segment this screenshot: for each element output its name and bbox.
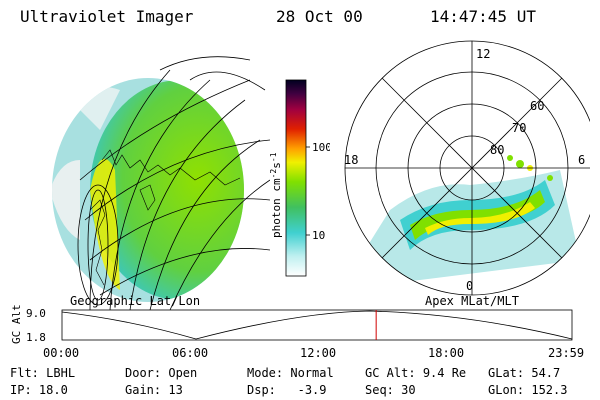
glon-status: GLon: 152.3 — [488, 383, 568, 397]
date-label: 28 Oct 00 — [276, 7, 363, 26]
glat-status: GLat: 54.7 — [488, 366, 561, 380]
timeline-tick-0000: 00:00 — [43, 346, 80, 360]
timeline-tick-1200: 12:00 — [300, 346, 337, 360]
geographic-label: Geographic Lat/Lon — [70, 294, 201, 308]
mlat-60-label: 60 — [530, 99, 544, 113]
timeline-ylabel: GC Alt — [10, 304, 23, 344]
filter-status: Flt: LBHL — [10, 366, 76, 380]
altitude-timeline: GC Alt 9.0 1.8 — [10, 304, 573, 344]
gain-status: Gain: 13 — [125, 383, 183, 397]
timeline-tick-2359: 23:59 — [548, 346, 585, 360]
colorbar-tick-100: 100 — [312, 141, 330, 154]
seq-status: Seq: 30 — [365, 383, 416, 397]
colorbar-unit-label: photon cm — [270, 178, 283, 238]
colorbar-unit-exp1: -2 — [270, 169, 278, 179]
color-scale-bar: 100 10 photon cm-2s-1 — [270, 79, 330, 277]
apex-label: Apex MLat/MLT — [425, 294, 519, 308]
ip-status: IP: 18.0 — [10, 383, 68, 397]
mode-status: Mode: Normal — [247, 366, 334, 380]
svg-text:photon cm-2s-1: photon cm-2s-1 — [270, 152, 283, 238]
mlat-80-label: 80 — [490, 143, 504, 157]
mlt-6-label: 6 — [578, 153, 585, 167]
colorbar-unit-s: s — [270, 162, 283, 169]
mlt-18-label: 18 — [344, 153, 358, 167]
mlt-12-label: 12 — [476, 47, 490, 61]
door-status: Door: Open — [125, 366, 198, 380]
timeline-ymin: 1.8 — [26, 331, 46, 344]
gcalt-status: GC Alt: 9.4 Re — [365, 366, 467, 380]
colorbar-unit-exp2: -1 — [270, 152, 278, 162]
timeline-ymax: 9.0 — [26, 307, 46, 320]
timeline-tick-1800: 18:00 — [428, 346, 465, 360]
geographic-image — [52, 56, 270, 310]
colorbar-tick-10: 10 — [312, 229, 325, 242]
dsp-status: Dsp: -3.9 — [247, 383, 327, 397]
instrument-title: Ultraviolet Imager — [20, 7, 194, 26]
timeline-tick-0600: 06:00 — [172, 346, 209, 360]
mlat-70-label: 70 — [512, 121, 526, 135]
mlt-0-label: 0 — [466, 279, 473, 293]
time-label: 14:47:45 UT — [430, 7, 536, 26]
polar-plot: 12 18 6 0 60 70 80 — [344, 40, 590, 296]
